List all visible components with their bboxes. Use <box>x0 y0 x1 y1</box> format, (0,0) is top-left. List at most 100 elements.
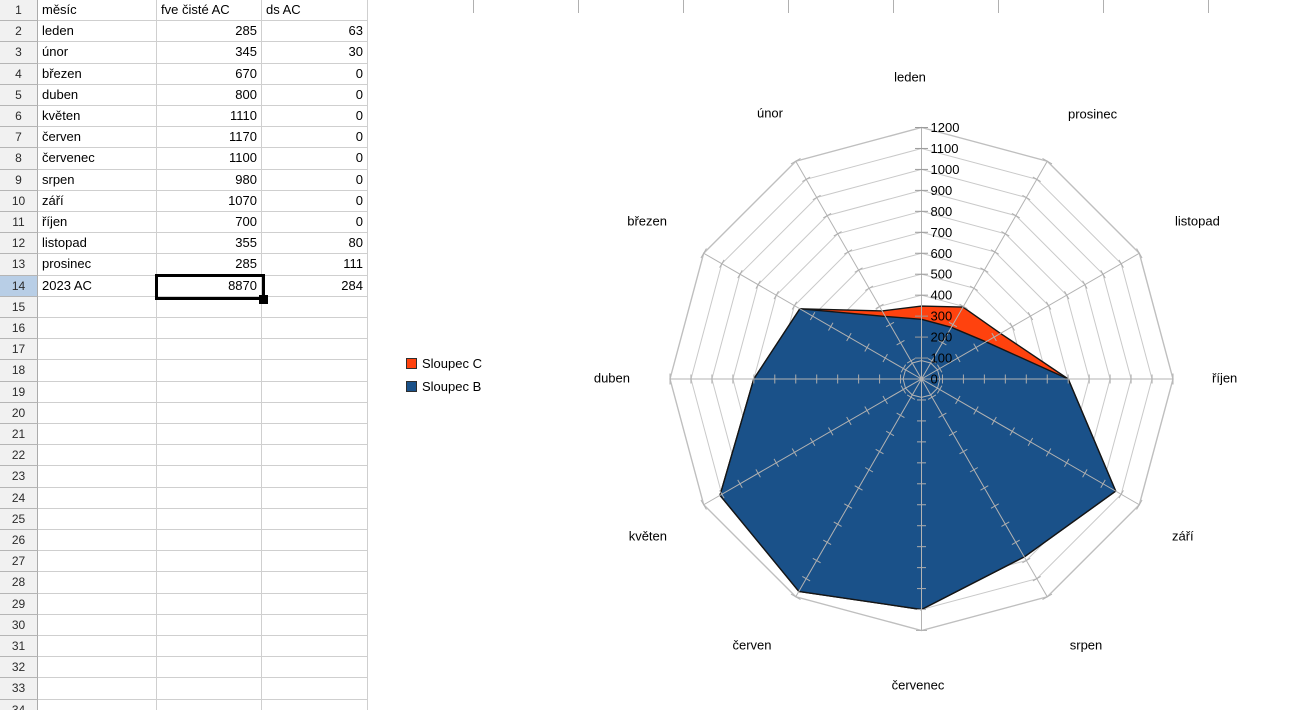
cell-B10[interactable]: 1070 <box>157 190 262 212</box>
cell-A24[interactable] <box>38 487 157 509</box>
cell-C28[interactable] <box>262 572 368 594</box>
cell-C19[interactable] <box>262 381 368 403</box>
cell-B15[interactable] <box>157 296 262 318</box>
row-header-1[interactable]: 1 <box>0 0 38 22</box>
cell-B9[interactable]: 980 <box>157 169 262 191</box>
row-header-12[interactable]: 12 <box>0 233 38 255</box>
cell-B26[interactable] <box>157 530 262 552</box>
cell-B16[interactable] <box>157 318 262 340</box>
cell-A15[interactable] <box>38 296 157 318</box>
cell-B31[interactable] <box>157 636 262 658</box>
row-header-28[interactable]: 28 <box>0 572 38 594</box>
cell-C3[interactable]: 30 <box>262 42 368 64</box>
selected-cell-border[interactable] <box>155 274 265 300</box>
row-header-11[interactable]: 11 <box>0 212 38 234</box>
cell-A7[interactable]: červen <box>38 127 157 149</box>
row-header-33[interactable]: 33 <box>0 678 38 700</box>
cell-C1[interactable]: ds AC <box>262 0 368 22</box>
cell-A8[interactable]: červenec <box>38 148 157 170</box>
row-header-4[interactable]: 4 <box>0 63 38 85</box>
cell-B17[interactable] <box>157 339 262 361</box>
cell-A6[interactable]: květen <box>38 106 157 128</box>
row-header-18[interactable]: 18 <box>0 360 38 382</box>
cell-C33[interactable] <box>262 678 368 700</box>
cell-C22[interactable] <box>262 445 368 467</box>
cell-C25[interactable] <box>262 508 368 530</box>
cell-B23[interactable] <box>157 466 262 488</box>
row-header-3[interactable]: 3 <box>0 42 38 64</box>
cell-A33[interactable] <box>38 678 157 700</box>
row-header-29[interactable]: 29 <box>0 593 38 615</box>
cell-C29[interactable] <box>262 593 368 615</box>
cell-A26[interactable] <box>38 530 157 552</box>
cell-C21[interactable] <box>262 424 368 446</box>
cell-B3[interactable]: 345 <box>157 42 262 64</box>
cell-A4[interactable]: březen <box>38 63 157 85</box>
cell-A19[interactable] <box>38 381 157 403</box>
cell-B25[interactable] <box>157 508 262 530</box>
cell-A30[interactable] <box>38 614 157 636</box>
selection-fill-handle[interactable] <box>259 295 268 304</box>
cell-C7[interactable]: 0 <box>262 127 368 149</box>
cell-B28[interactable] <box>157 572 262 594</box>
row-header-34[interactable]: 34 <box>0 699 38 710</box>
cell-C26[interactable] <box>262 530 368 552</box>
row-header-8[interactable]: 8 <box>0 148 38 170</box>
cell-A12[interactable]: listopad <box>38 233 157 255</box>
cell-B33[interactable] <box>157 678 262 700</box>
row-header-6[interactable]: 6 <box>0 106 38 128</box>
cell-B19[interactable] <box>157 381 262 403</box>
cell-C24[interactable] <box>262 487 368 509</box>
row-header-13[interactable]: 13 <box>0 254 38 276</box>
row-header-10[interactable]: 10 <box>0 190 38 212</box>
cell-A17[interactable] <box>38 339 157 361</box>
cell-C4[interactable]: 0 <box>262 63 368 85</box>
cell-A1[interactable]: měsíc <box>38 0 157 22</box>
cell-C30[interactable] <box>262 614 368 636</box>
cell-B7[interactable]: 1170 <box>157 127 262 149</box>
row-header-15[interactable]: 15 <box>0 296 38 318</box>
cell-B1[interactable]: fve čisté AC <box>157 0 262 22</box>
cell-C12[interactable]: 80 <box>262 233 368 255</box>
cell-C16[interactable] <box>262 318 368 340</box>
cell-B14[interactable]: 8870 <box>157 275 262 297</box>
row-header-16[interactable]: 16 <box>0 318 38 340</box>
cell-C13[interactable]: 111 <box>262 254 368 276</box>
cell-C10[interactable]: 0 <box>262 190 368 212</box>
cell-A27[interactable] <box>38 551 157 573</box>
row-header-21[interactable]: 21 <box>0 424 38 446</box>
cell-C15[interactable] <box>262 296 368 318</box>
cell-B24[interactable] <box>157 487 262 509</box>
cell-B20[interactable] <box>157 402 262 424</box>
cell-C31[interactable] <box>262 636 368 658</box>
cell-B29[interactable] <box>157 593 262 615</box>
cell-A34[interactable] <box>38 699 157 710</box>
row-header-17[interactable]: 17 <box>0 339 38 361</box>
cell-A21[interactable] <box>38 424 157 446</box>
cell-C27[interactable] <box>262 551 368 573</box>
row-header-23[interactable]: 23 <box>0 466 38 488</box>
cell-B32[interactable] <box>157 657 262 679</box>
row-header-26[interactable]: 26 <box>0 530 38 552</box>
cell-B22[interactable] <box>157 445 262 467</box>
cell-C32[interactable] <box>262 657 368 679</box>
row-header-24[interactable]: 24 <box>0 487 38 509</box>
cell-C34[interactable] <box>262 699 368 710</box>
cell-A16[interactable] <box>38 318 157 340</box>
cell-A23[interactable] <box>38 466 157 488</box>
cell-B11[interactable]: 700 <box>157 212 262 234</box>
row-header-14[interactable]: 14 <box>0 275 38 297</box>
cell-C9[interactable]: 0 <box>262 169 368 191</box>
row-header-20[interactable]: 20 <box>0 402 38 424</box>
row-header-27[interactable]: 27 <box>0 551 38 573</box>
cell-C6[interactable]: 0 <box>262 106 368 128</box>
cell-A2[interactable]: leden <box>38 21 157 43</box>
cell-C11[interactable]: 0 <box>262 212 368 234</box>
radar-chart[interactable]: 0 100 200 300 400 500 600 700 800 900 1000 1100 1200… <box>369 13 1289 710</box>
cell-B34[interactable] <box>157 699 262 710</box>
cell-B4[interactable]: 670 <box>157 63 262 85</box>
row-header-5[interactable]: 5 <box>0 84 38 106</box>
cell-C8[interactable]: 0 <box>262 148 368 170</box>
row-header-32[interactable]: 32 <box>0 657 38 679</box>
cell-A10[interactable]: září <box>38 190 157 212</box>
